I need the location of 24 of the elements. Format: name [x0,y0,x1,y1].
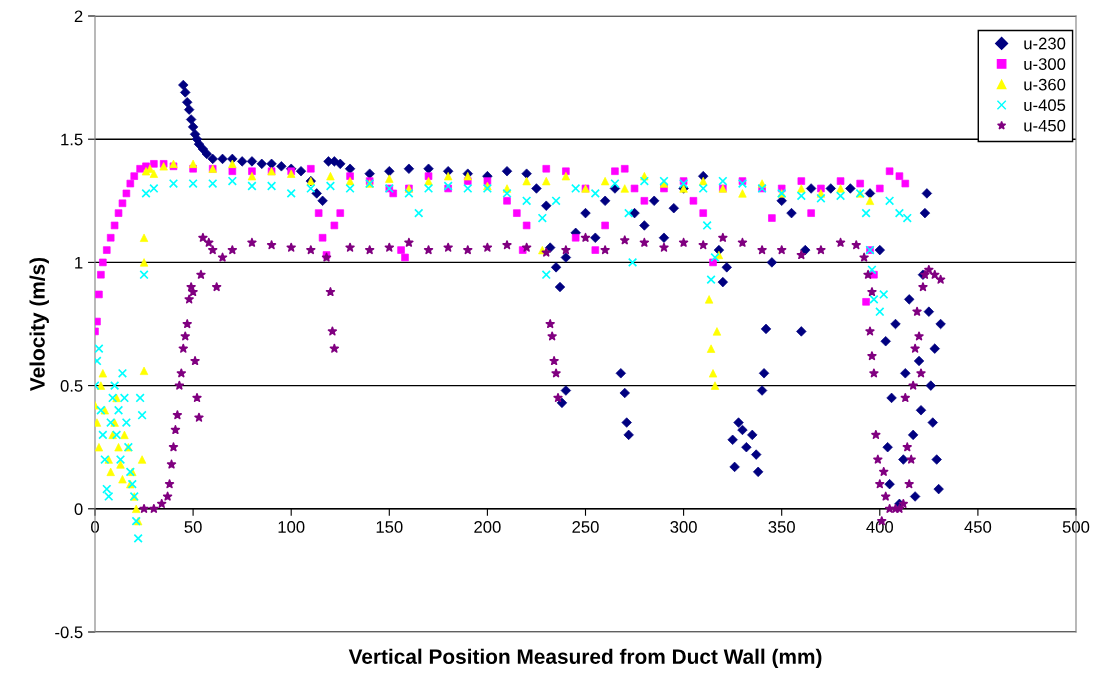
x-tick-label: 400 [866,521,894,533]
x-tick-label: 350 [768,521,795,533]
x-tick-label: 50 [184,521,202,533]
legend-label: u-450 [1024,119,1066,132]
legend-label: u-360 [1024,78,1066,91]
y-tick-label: 0 [74,503,83,515]
x-tick-label: 200 [474,521,501,533]
y-tick-label: -0.5 [55,626,83,639]
y-tick-label: 1 [75,256,83,269]
x-tick-label: 100 [278,521,305,533]
legend-label: u-230 [1024,37,1066,50]
x-axis-title: Vertical Position Measured from Duct Wall (mm) [348,648,822,669]
y-axis-title: Velocity (m/s) [29,257,49,392]
y-tick-label: 0.5 [60,380,83,392]
y-tick-label: 2 [74,10,83,23]
x-tick-label: 450 [964,521,992,533]
legend-label: u-300 [1024,58,1066,70]
x-tick-label: 500 [1062,521,1090,533]
x-tick-label: 300 [670,521,697,533]
x-tick-label: 150 [376,521,403,533]
x-tick-label: 0 [91,521,99,533]
x-tick-label: 250 [572,521,599,533]
y-tick-label: 1.5 [61,133,83,146]
legend-label: u-405 [1024,99,1066,112]
